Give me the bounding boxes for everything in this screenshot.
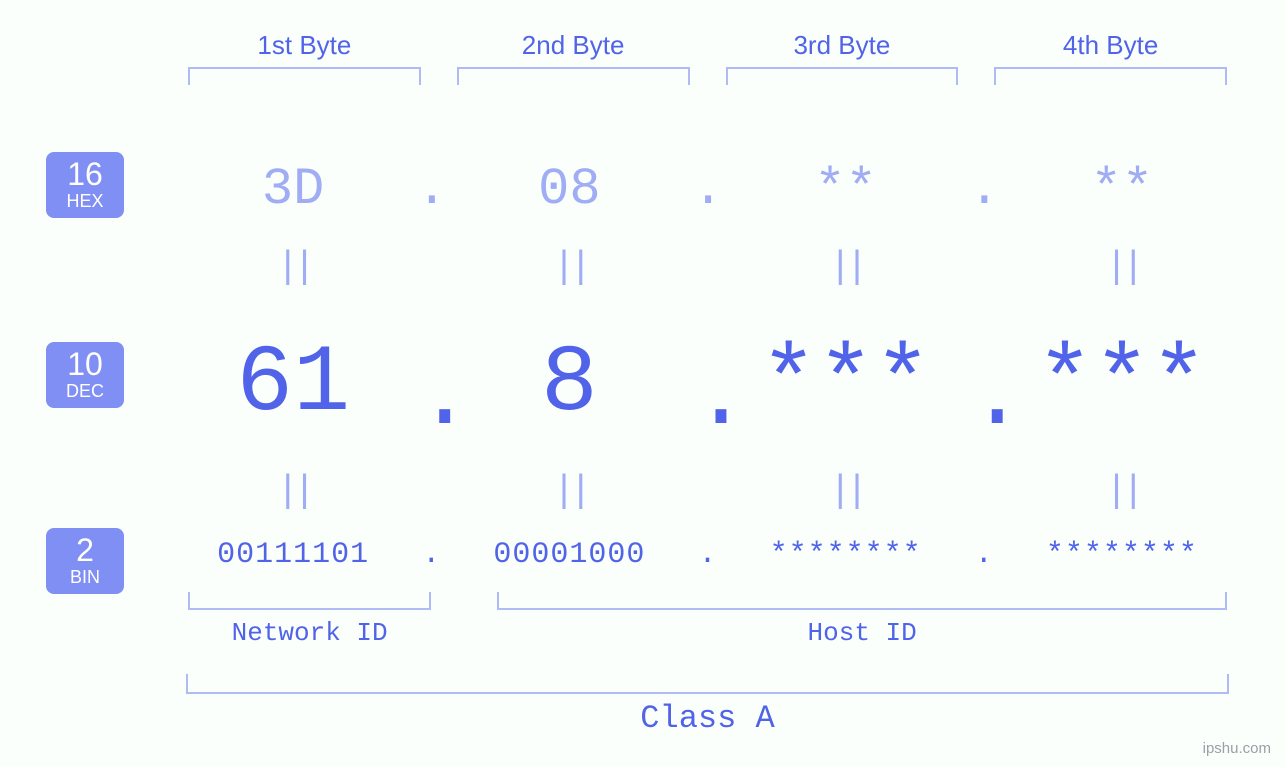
host-id-label: Host ID: [497, 618, 1227, 648]
dot-separator: .: [693, 160, 723, 219]
equals-icon: ||: [723, 246, 969, 289]
hex-octet-2: 08: [446, 160, 692, 219]
top-bracket-icon: [994, 67, 1227, 85]
dec-base-number: 10: [46, 348, 124, 380]
dot-separator: .: [416, 538, 446, 572]
bin-octet-4: ********: [999, 538, 1245, 572]
equals-icon: ||: [170, 246, 416, 289]
bin-row: 00111101 . 00001000 . ******** . *******…: [170, 538, 1245, 572]
dec-row: 61 . 8 . *** . ***: [170, 330, 1245, 438]
dec-octet-4: ***: [999, 330, 1245, 438]
dec-badge: 10 DEC: [46, 342, 124, 408]
hex-octet-4: **: [999, 160, 1245, 219]
equals-icon: ||: [999, 246, 1245, 289]
class-group: Class A: [186, 674, 1229, 737]
byte-header-label: 2nd Byte: [439, 30, 708, 61]
equals-icon: ||: [999, 470, 1245, 513]
dec-octet-2: 8: [446, 330, 692, 438]
dot-separator: .: [969, 379, 999, 417]
dot-separator: .: [969, 538, 999, 572]
bottom-bracket-icon: [497, 592, 1227, 610]
byte-header-label: 3rd Byte: [708, 30, 977, 61]
bottom-bracket-icon: [186, 674, 1229, 694]
bin-octet-3: ********: [723, 538, 969, 572]
dot-separator: .: [693, 379, 723, 417]
host-id-group: Host ID: [497, 592, 1227, 648]
watermark-text: ipshu.com: [1203, 740, 1271, 757]
dot-separator: .: [969, 160, 999, 219]
byte-header-label: 1st Byte: [170, 30, 439, 61]
dec-octet-1: 61: [170, 330, 416, 438]
hex-base-label: HEX: [46, 192, 124, 210]
equals-icon: ||: [723, 470, 969, 513]
top-bracket-icon: [726, 67, 959, 85]
equals-icon: ||: [170, 470, 416, 513]
byte-header-4: 4th Byte: [976, 30, 1245, 85]
hex-base-number: 16: [46, 158, 124, 190]
network-id-group: Network ID: [188, 592, 431, 648]
equals-row-dec-bin: || || || ||: [170, 470, 1245, 513]
byte-header-3: 3rd Byte: [708, 30, 977, 85]
bin-base-label: BIN: [46, 568, 124, 586]
hex-octet-3: **: [723, 160, 969, 219]
bin-octet-1: 00111101: [170, 538, 416, 572]
byte-header-label: 4th Byte: [976, 30, 1245, 61]
network-id-label: Network ID: [188, 618, 431, 648]
equals-icon: ||: [446, 246, 692, 289]
top-bracket-icon: [188, 67, 421, 85]
hex-octet-1: 3D: [170, 160, 416, 219]
bin-octet-2: 00001000: [446, 538, 692, 572]
hex-badge: 16 HEX: [46, 152, 124, 218]
dec-base-label: DEC: [46, 382, 124, 400]
hex-row: 3D . 08 . ** . **: [170, 160, 1245, 219]
id-grouping-row: Network ID Host ID: [170, 592, 1245, 648]
byte-headers-row: 1st Byte 2nd Byte 3rd Byte 4th Byte: [170, 30, 1245, 85]
bottom-bracket-icon: [188, 592, 431, 610]
equals-icon: ||: [446, 470, 692, 513]
equals-row-hex-dec: || || || ||: [170, 246, 1245, 289]
top-bracket-icon: [457, 67, 690, 85]
dec-octet-3: ***: [723, 330, 969, 438]
class-label: Class A: [186, 700, 1229, 737]
bin-base-number: 2: [46, 534, 124, 566]
bin-badge: 2 BIN: [46, 528, 124, 594]
dot-separator: .: [416, 160, 446, 219]
dot-separator: .: [416, 379, 446, 417]
byte-header-1: 1st Byte: [170, 30, 439, 85]
byte-header-2: 2nd Byte: [439, 30, 708, 85]
dot-separator: .: [693, 538, 723, 572]
